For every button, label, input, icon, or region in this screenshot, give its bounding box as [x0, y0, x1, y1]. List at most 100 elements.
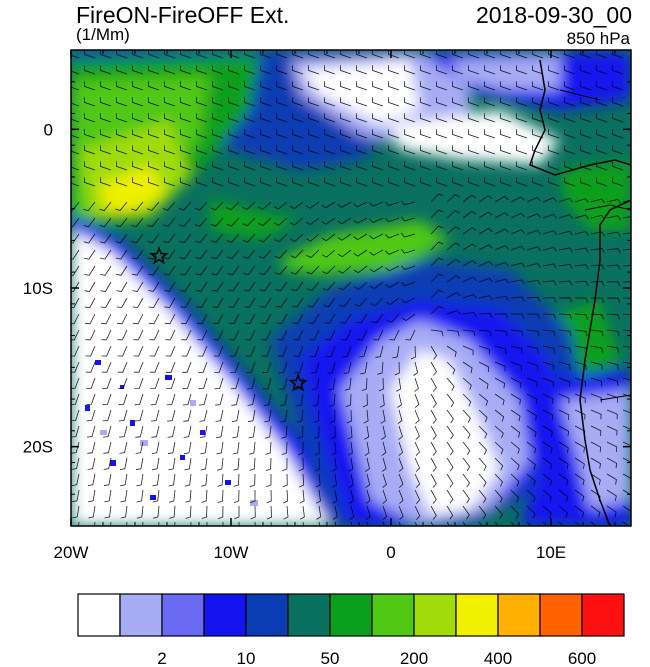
- wind-barb: [228, 50, 240, 59]
- wind-barb: [201, 489, 208, 503]
- wind-barb: [564, 161, 576, 171]
- wind-barb: [500, 161, 512, 171]
- wind-barb: [324, 113, 336, 123]
- wind-barb: [248, 425, 256, 439]
- colorbar-box: [77, 593, 121, 637]
- wind-barb: [622, 425, 631, 430]
- wind-barb: [307, 297, 320, 308]
- wind-barb: [212, 281, 224, 292]
- wind-barb: [558, 473, 569, 486]
- wind-barb: [542, 213, 557, 219]
- colorbar-label: 2: [157, 649, 166, 667]
- wind-barb: [430, 489, 437, 504]
- wind-barb: [510, 296, 525, 302]
- wind-barb: [430, 361, 437, 376]
- wind-barb: [452, 65, 464, 75]
- wind-barb: [308, 81, 320, 91]
- wind-barb: [372, 145, 384, 155]
- wind-barb: [196, 129, 208, 139]
- wind-barb: [596, 129, 608, 139]
- wind-barb: [452, 113, 464, 123]
- wind-barb: [340, 50, 352, 59]
- wind-barb: [185, 505, 192, 519]
- wind-barb: [484, 65, 496, 75]
- wind-barb: [214, 377, 224, 390]
- wind-barb: [115, 233, 128, 244]
- colorbar-box: [455, 593, 499, 637]
- wind-barb: [148, 313, 160, 325]
- wind-barb: [152, 489, 160, 503]
- colorbar-box: [581, 593, 625, 637]
- wind-barb: [115, 249, 128, 260]
- wind-barb: [462, 276, 477, 283]
- wind-barb: [101, 361, 112, 373]
- wind-barb: [510, 313, 525, 319]
- wind-barb: [132, 81, 144, 91]
- wind-barb: [420, 177, 432, 187]
- wind-barb: [494, 489, 503, 503]
- wind-barb: [306, 265, 320, 275]
- wind-barb: [276, 145, 288, 155]
- wind-barb: [228, 97, 240, 107]
- wind-barb: [606, 393, 618, 403]
- wind-barb: [260, 297, 272, 308]
- wind-barb: [356, 177, 368, 187]
- wind-barb: [596, 65, 608, 75]
- wind-barb: [526, 197, 541, 203]
- wind-barb: [116, 65, 128, 75]
- wind-barb: [85, 361, 96, 373]
- wind-barb: [420, 145, 432, 155]
- wind-barb: [168, 473, 176, 487]
- wind-barb: [149, 345, 160, 357]
- wind-barb: [71, 377, 80, 389]
- wind-barb: [398, 489, 404, 504]
- colorbar-box: [245, 593, 289, 637]
- wind-barb: [430, 241, 444, 251]
- wind-barb: [356, 97, 368, 107]
- wind-barb: [260, 161, 272, 171]
- wind-barb: [446, 275, 461, 283]
- wind-barb: [516, 113, 528, 123]
- wind-barb: [558, 361, 571, 371]
- wind-barb: [292, 65, 304, 75]
- wind-barb: [446, 457, 454, 472]
- wind-barb: [250, 505, 256, 520]
- wind-barb: [494, 425, 504, 439]
- wind-barb: [340, 113, 352, 123]
- wind-barb: [165, 329, 176, 341]
- wind-barb: [311, 377, 320, 390]
- wind-barb: [349, 505, 355, 520]
- wind-barb: [478, 393, 489, 406]
- wind-barb: [246, 361, 256, 373]
- wind-barb: [71, 441, 80, 454]
- wind-barb: [100, 50, 112, 59]
- wind-barb: [347, 441, 353, 456]
- wind-barb: [244, 161, 256, 171]
- wind-barb: [414, 473, 421, 488]
- wind-barb: [392, 345, 400, 359]
- wind-barb: [167, 425, 176, 438]
- wind-barb: [494, 313, 509, 319]
- wind-barb: [462, 409, 471, 423]
- wind-barb: [227, 265, 240, 276]
- wind-barb: [369, 201, 384, 207]
- wind-barb: [548, 65, 560, 75]
- wind-barb: [323, 297, 336, 308]
- wind-barb: [580, 97, 592, 107]
- wind-barb: [548, 129, 560, 139]
- wind-barb: [197, 345, 208, 357]
- wind-barb: [500, 129, 512, 139]
- wind-barb: [612, 129, 624, 139]
- wind-barb: [558, 329, 572, 337]
- wind-barb: [370, 297, 384, 307]
- wind-barb: [324, 177, 336, 187]
- wind-barb: [404, 97, 416, 107]
- wind-barb: [596, 161, 608, 171]
- wind-barb: [494, 228, 509, 235]
- wind-barb: [260, 50, 272, 59]
- wind-barb: [337, 217, 352, 225]
- wind-barb: [401, 297, 416, 304]
- wind-barb: [510, 262, 525, 268]
- wind-barb: [494, 377, 506, 389]
- wind-barb: [261, 329, 272, 341]
